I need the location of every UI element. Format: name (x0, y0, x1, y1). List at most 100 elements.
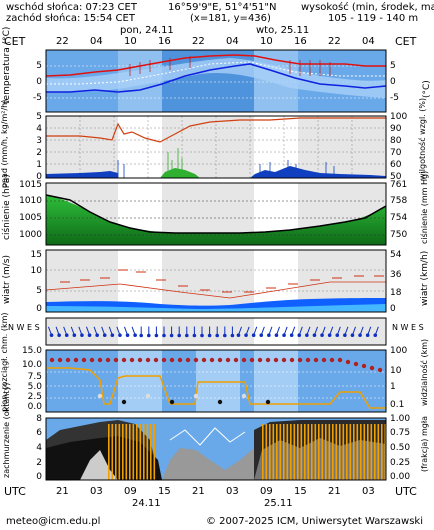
fog-axis-label: (frakcja) mgła (420, 416, 429, 472)
wind-direction-arrowhead (320, 333, 324, 338)
fog-bar (370, 424, 373, 480)
visibility-km-tick: 0.1 (390, 400, 405, 410)
wind-direction-arrowhead (305, 333, 309, 338)
tz-bottom-right: UTC (395, 485, 417, 498)
day-label-bottom-25: 25.11 (264, 498, 293, 509)
fog-bar (111, 424, 114, 480)
cloud-base-dot (265, 399, 271, 405)
fog-bar (335, 424, 338, 480)
fog-bar (304, 424, 306, 480)
cloud-top-dot (105, 357, 111, 363)
fog-bar (262, 424, 264, 480)
fog-bar (129, 424, 131, 480)
wind-direction-arrowhead (110, 333, 115, 338)
fog-bar (279, 424, 282, 480)
cloud-top-dot (313, 357, 319, 363)
fog-bar (339, 424, 341, 480)
day-label-monday: pon, 24.11 (120, 25, 174, 36)
altitude-title: wysokość (min, środek, max) (301, 2, 434, 13)
wind-panel (45, 249, 387, 313)
hour-label: 22 (328, 36, 341, 47)
visibility-tick: 10.0 (21, 360, 42, 370)
temp-tick-right: 0 (390, 77, 396, 87)
wind-direction-arrowhead (185, 333, 189, 338)
fog-bar (332, 424, 334, 480)
wind-direction-arrowhead (80, 333, 84, 338)
fog-bar (272, 424, 275, 480)
temp-max-line (45, 54, 386, 77)
cloud-top-dot (353, 361, 359, 367)
wind-direction-arrowhead (207, 333, 212, 338)
cloud-base-dot (193, 393, 199, 399)
wind-direction-panel (45, 317, 387, 346)
wind-direction-arrowhead (223, 333, 227, 338)
wind-direction-arrowhead (49, 333, 54, 338)
fog-bar (136, 424, 138, 480)
hour-label: 21 (328, 486, 341, 497)
top-hour-row: 22 04 10 16 22 04 10 16 22 04 (46, 36, 386, 48)
humidity-tick: 90 (390, 124, 402, 134)
cloud-top-dot (289, 357, 295, 363)
cloud-top-dot (233, 357, 239, 363)
temp-tick-right: -5 (390, 93, 399, 103)
cloud-top-dot (145, 357, 151, 363)
hour-label: 04 (226, 36, 239, 47)
hour-label: 10 (124, 36, 137, 47)
fog-tick: 0.75 (390, 428, 411, 438)
humidity-line (46, 117, 386, 143)
cloud-top-dot (377, 367, 383, 373)
wind-direction-arrowhead (215, 333, 219, 338)
cloud-tick: 6 (36, 428, 42, 438)
cloud-top-dot (321, 357, 327, 363)
wind-direction-arrowhead (244, 333, 248, 338)
cloud-top-dot (305, 357, 311, 363)
cloud-tick: 4 (36, 443, 42, 453)
wind-direction-arrowhead (169, 333, 174, 338)
cloud-top-dot (257, 357, 263, 363)
tz-bottom-left: UTC (4, 485, 26, 498)
wind-direction-arrowhead (350, 333, 355, 338)
wind-direction-arrowhead (365, 333, 370, 338)
fog-bar (115, 424, 117, 480)
contact-email[interactable]: meteo@icm.edu.pl (6, 516, 101, 527)
humidity-tick: 100 (390, 112, 408, 122)
cloud-top-dot (361, 363, 367, 369)
fog-bar (125, 424, 128, 480)
cloud-top-dot (129, 357, 135, 363)
clouds-panel (45, 417, 387, 481)
cloud-tick: 0 (36, 472, 42, 482)
wind-direction-arrowhead (139, 333, 143, 338)
fog-bar (321, 424, 324, 480)
hour-label: 03 (90, 486, 103, 497)
hour-label: 09 (260, 486, 273, 497)
cloud-top-dot (97, 357, 103, 363)
wind-direction-arrowhead (230, 333, 235, 338)
cloud-top-dot (57, 357, 63, 363)
wind-direction-arrowhead (297, 333, 302, 338)
fog-bar (356, 424, 359, 480)
wind-direction-arrowhead (102, 333, 107, 338)
fog-tick: 0.00 (390, 472, 411, 482)
cloud-base-dot (97, 393, 103, 399)
wind-direction-arrowhead (312, 333, 317, 338)
fog-bar (311, 424, 313, 480)
altitude-values: 105 - 119 - 140 m (328, 13, 419, 24)
visibility-km-tick: 10 (390, 366, 402, 376)
pressure-mmhg-tick: 758 (390, 196, 408, 206)
hour-label: 16 (158, 36, 171, 47)
cloud-top-dot (169, 357, 175, 363)
fog-bar (153, 424, 156, 480)
hour-label: 04 (362, 36, 375, 47)
fog-bar (363, 424, 366, 480)
pressure-tick: 1015 (19, 180, 42, 190)
fog-bar (297, 424, 299, 480)
pressure-mmhg-tick: 754 (390, 213, 408, 223)
wind-direction-arrowhead (358, 333, 362, 338)
hour-label: 03 (226, 486, 239, 497)
precip-tick: 5 (36, 112, 42, 122)
fog-bar (342, 424, 345, 480)
fog-tick: 1.00 (390, 414, 411, 424)
wind-tick: 0 (36, 304, 42, 314)
cloud-top-dot (73, 357, 79, 363)
